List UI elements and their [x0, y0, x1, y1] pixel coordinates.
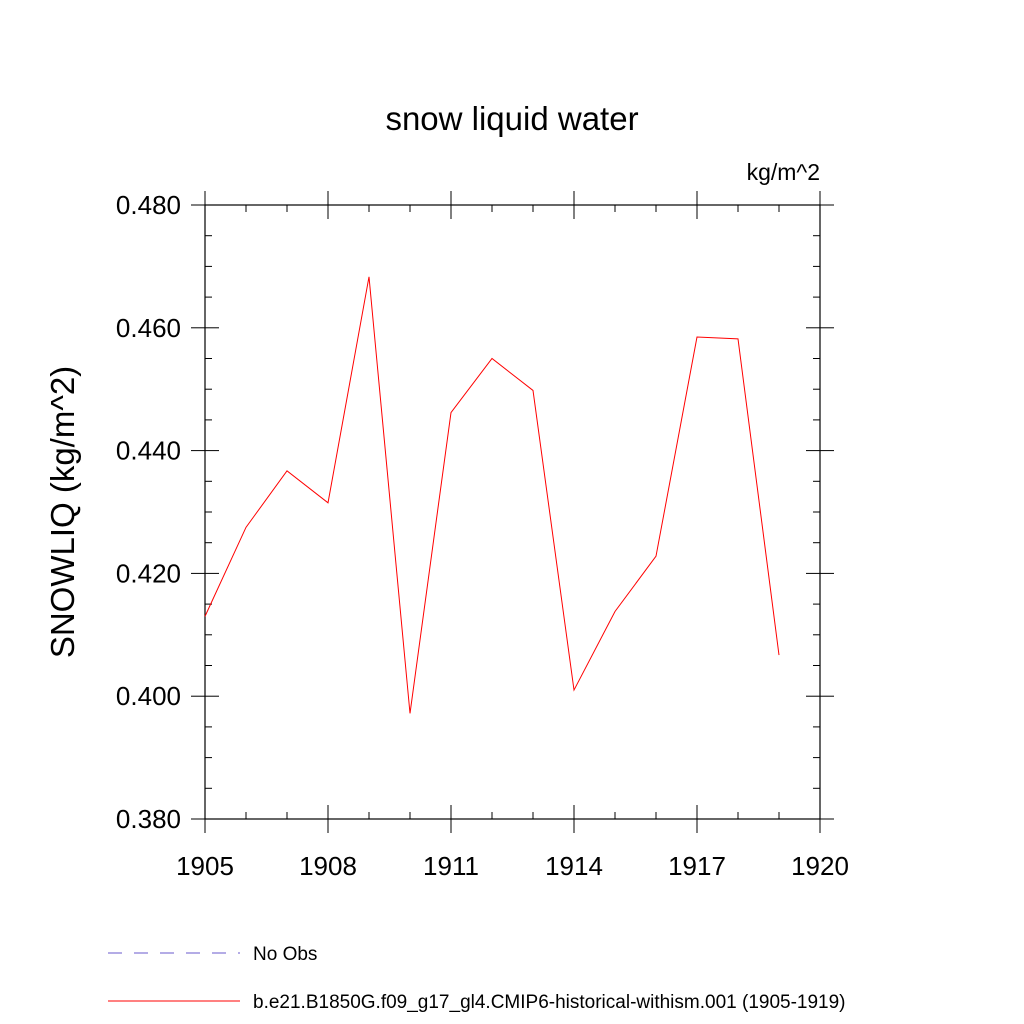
x-tick-label: 1917 — [668, 851, 726, 881]
y-tick-label: 0.380 — [116, 804, 181, 834]
axis-ticks — [191, 191, 834, 833]
chart-title: snow liquid water — [385, 100, 638, 137]
x-tick-label: 1911 — [423, 851, 479, 881]
y-tick-label: 0.400 — [116, 681, 181, 711]
x-tick-label: 1920 — [791, 851, 849, 881]
x-tick-label: 1914 — [545, 851, 603, 881]
y-tick-label: 0.440 — [116, 436, 181, 466]
legend-label: No Obs — [253, 944, 317, 965]
x-tick-label: 1908 — [299, 851, 357, 881]
y-tick-label: 0.480 — [116, 190, 181, 220]
axis-tick-labels: 1905 1908 1911 1914 1917 1920 0.380 0.400 0.420 0… — [116, 190, 849, 881]
legend: No Obs b.e21.B1850G.f09_g17_gl4.CMIP6-his… — [108, 944, 846, 1013]
units-label: kg/m^2 — [747, 159, 820, 185]
series-line — [204, 276, 780, 714]
y-tick-label: 0.460 — [116, 313, 181, 343]
legend-label: b.e21.B1850G.f09_g17_gl4.CMIP6-historica… — [253, 992, 846, 1013]
y-tick-label: 0.420 — [116, 558, 181, 588]
x-tick-label: 1905 — [176, 851, 234, 881]
series-lines — [204, 276, 780, 714]
plot-frame — [204, 204, 821, 820]
y-axis-label: SNOWLIQ (kg/m^2) — [44, 366, 81, 658]
